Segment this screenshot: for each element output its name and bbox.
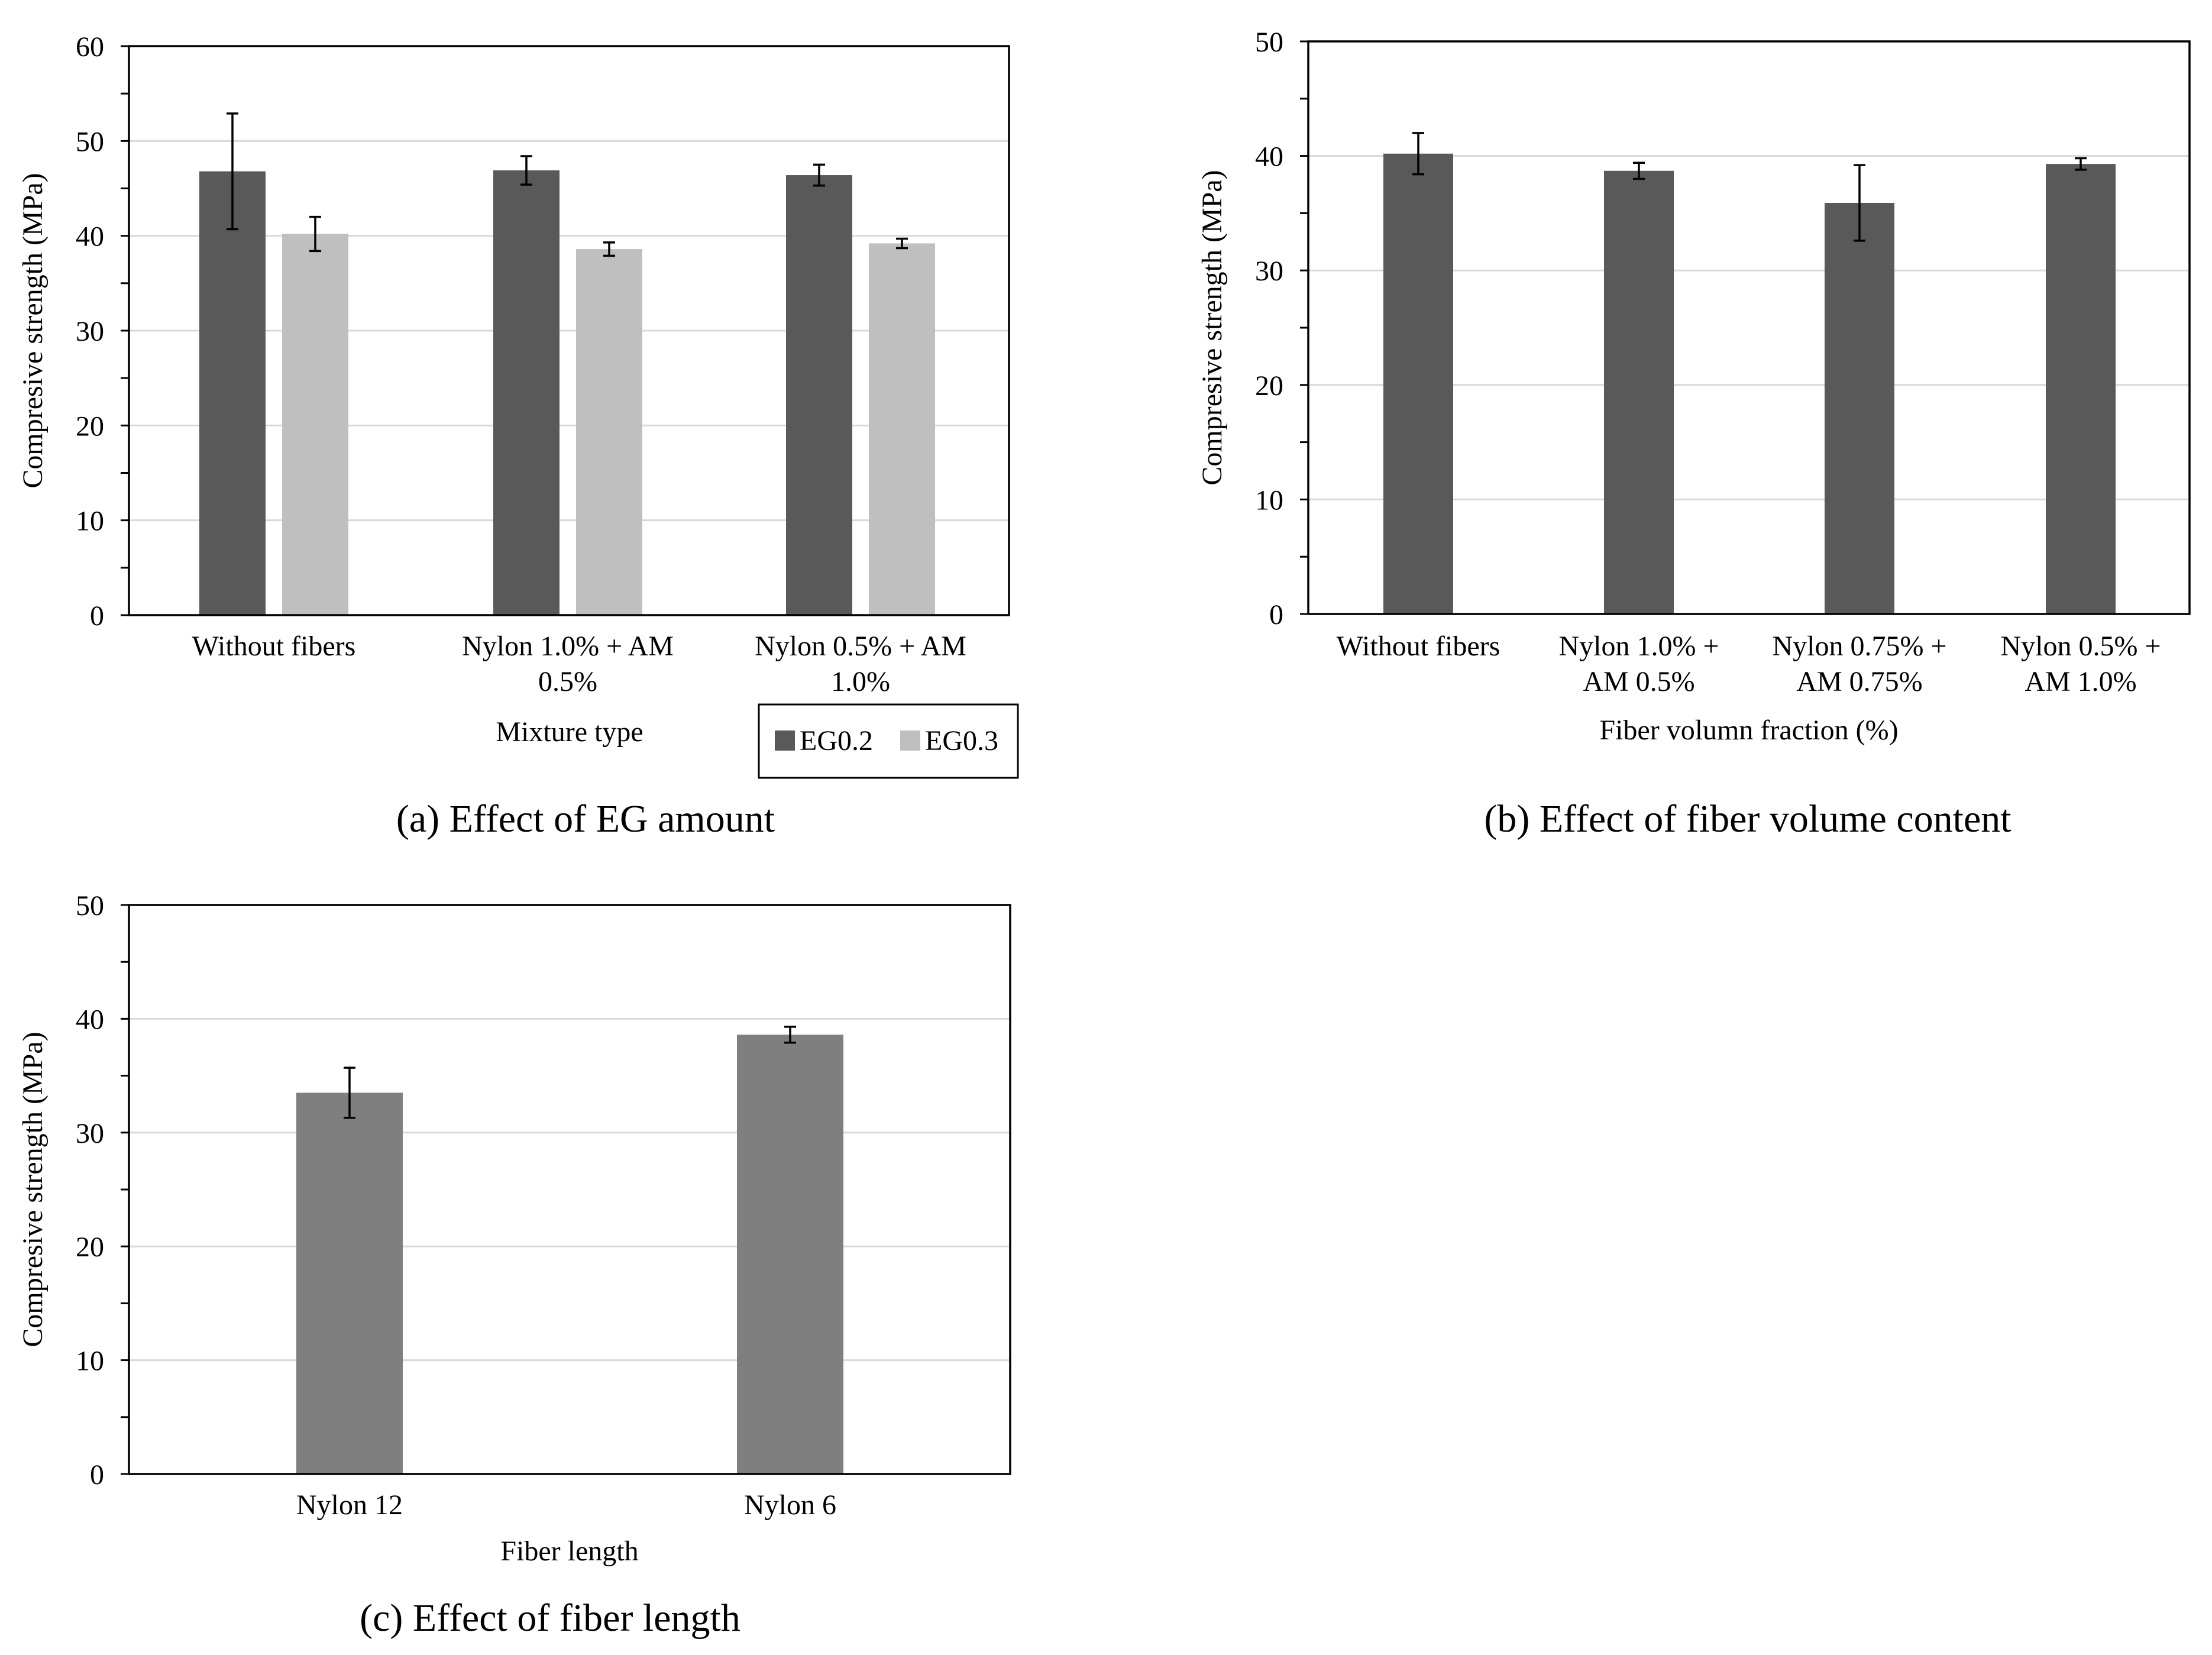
panel-c-effect-of-fiber-length: 0 10 20 30 40 50 Nylon 12 Nylon 6 Compresive s… bbox=[17, 890, 1011, 1640]
error-bar bbox=[603, 241, 615, 257]
panel-b-category-labels: Without fibers Nylon 1.0% + AM 0.5% Nylon 0… bbox=[1337, 631, 2161, 697]
y-tick-label: 40 bbox=[76, 1004, 104, 1035]
y-tick-label: 50 bbox=[76, 890, 104, 922]
bar bbox=[1383, 153, 1453, 614]
panel-c-bars bbox=[296, 1035, 843, 1474]
bar bbox=[1825, 202, 1894, 614]
panel-a-minor-ticks bbox=[121, 45, 129, 616]
bar bbox=[199, 171, 266, 615]
panel-a-error-bars bbox=[227, 112, 908, 257]
error-bar bbox=[1412, 132, 1424, 176]
error-bar bbox=[1633, 161, 1645, 180]
x-category-label: AM 0.5% bbox=[1583, 666, 1694, 697]
x-category-label: Nylon 0.5% + bbox=[2000, 631, 2161, 662]
y-tick-label: 20 bbox=[76, 410, 104, 442]
panel-a-y-axis-label: Compresive strength (MPa) bbox=[17, 173, 48, 488]
bar bbox=[296, 1092, 403, 1474]
y-tick-label: 10 bbox=[76, 1346, 104, 1377]
bar bbox=[737, 1035, 843, 1474]
y-tick-label: 50 bbox=[1255, 27, 1283, 58]
y-tick-label: 20 bbox=[76, 1231, 104, 1263]
error-bar bbox=[896, 237, 908, 250]
error-bar bbox=[784, 1026, 796, 1044]
y-tick-label: 10 bbox=[1255, 484, 1283, 516]
x-category-label: 1.0% bbox=[831, 666, 890, 697]
error-bar bbox=[227, 112, 238, 231]
bar bbox=[2046, 164, 2116, 615]
y-tick-label: 40 bbox=[76, 221, 104, 253]
x-category-label: Without fibers bbox=[192, 631, 356, 662]
panel-b-error-bars bbox=[1412, 132, 2087, 242]
y-tick-label: 0 bbox=[1269, 599, 1283, 631]
panel-a-x-axis-label: Mixture type bbox=[496, 716, 643, 748]
panel-c-minor-ticks bbox=[121, 904, 129, 1475]
legend-box bbox=[758, 703, 1019, 779]
x-category-label: 0.5% bbox=[538, 666, 597, 697]
x-category-label: Nylon 1.0% + bbox=[1558, 631, 1719, 662]
panel-a-y-tick-labels: 0 10 20 30 40 50 60 bbox=[76, 31, 104, 632]
x-category-label: AM 1.0% bbox=[2025, 666, 2136, 697]
error-bar bbox=[344, 1066, 355, 1119]
error-bar bbox=[520, 155, 532, 186]
legend-swatch-eg03 bbox=[900, 730, 920, 751]
bar bbox=[786, 175, 852, 615]
panel-b-caption: (b) Effect of fiber volume content bbox=[1484, 797, 2011, 841]
panel-a-caption: (a) Effect of EG amount bbox=[396, 797, 775, 841]
panel-b-y-axis-label: Compresive strength (MPa) bbox=[1196, 170, 1228, 485]
error-bar bbox=[1854, 164, 1865, 242]
y-tick-label: 0 bbox=[90, 1459, 104, 1491]
panel-b-y-tick-labels: 0 10 20 30 40 50 bbox=[1255, 27, 1283, 631]
legend-label-eg03: EG0.3 bbox=[925, 725, 998, 757]
error-bar bbox=[309, 215, 321, 253]
y-tick-label: 30 bbox=[76, 316, 104, 347]
panel-c-y-axis-label: Compresive strength (MPa) bbox=[17, 1032, 48, 1347]
y-tick-label: 30 bbox=[76, 1118, 104, 1149]
panel-a-bars bbox=[199, 170, 935, 616]
y-tick-label: 40 bbox=[1255, 141, 1283, 173]
error-bar bbox=[813, 163, 825, 187]
bar bbox=[576, 249, 642, 615]
x-category-label: Nylon 0.75% + bbox=[1772, 631, 1946, 662]
bar bbox=[282, 234, 348, 616]
x-category-label: AM 0.75% bbox=[1796, 666, 1922, 697]
panel-b-minor-ticks bbox=[1300, 40, 1308, 615]
legend-swatch-eg02 bbox=[775, 730, 795, 751]
panel-c-plot-frame bbox=[128, 904, 1011, 1475]
y-tick-label: 0 bbox=[90, 600, 104, 632]
panel-b-bars bbox=[1383, 153, 2116, 615]
y-tick-label: 50 bbox=[76, 126, 104, 157]
x-category-label: Nylon 1.0% + AM bbox=[462, 631, 674, 662]
x-category-label: Nylon 6 bbox=[744, 1489, 836, 1521]
panel-c-error-bars bbox=[344, 1026, 796, 1119]
y-tick-label: 10 bbox=[76, 506, 104, 537]
error-bar bbox=[2075, 157, 2087, 171]
legend-label-eg02: EG0.2 bbox=[800, 725, 873, 757]
panel-a-category-labels: Without fibers Nylon 1.0% + AM 0.5% Nylon 0… bbox=[192, 631, 966, 697]
bar bbox=[869, 243, 935, 615]
panel-c-gridlines bbox=[129, 904, 1010, 1362]
panel-c-x-axis-label: Fiber length bbox=[500, 1536, 638, 1567]
x-category-label: Without fibers bbox=[1337, 631, 1500, 662]
x-category-label: Nylon 12 bbox=[296, 1489, 403, 1521]
panel-b-effect-of-fiber-volume-content: 0 10 20 30 40 50 Without fibers Nylon 1.0% + AM… bbox=[1196, 27, 2191, 841]
panel-c-caption: (c) Effect of fiber length bbox=[360, 1596, 740, 1640]
y-tick-label: 20 bbox=[1255, 370, 1283, 402]
panel-c-category-labels: Nylon 12 Nylon 6 bbox=[296, 1489, 836, 1521]
panel-c-y-tick-labels: 0 10 20 30 40 50 bbox=[76, 890, 104, 1491]
bar bbox=[1604, 170, 1674, 614]
panel-b-x-axis-label: Fiber volumn fraction (%) bbox=[1599, 715, 1898, 746]
bar bbox=[493, 170, 560, 616]
y-tick-label: 60 bbox=[76, 31, 104, 63]
panel-a-effect-of-eg-amount: 0 10 20 30 40 50 60 Without fibers Nylon 1.0% +… bbox=[17, 31, 1019, 841]
y-tick-label: 30 bbox=[1255, 256, 1283, 287]
x-category-label: Nylon 0.5% + AM bbox=[755, 631, 966, 662]
panel-a-legend: EG0.2 EG0.3 bbox=[758, 703, 1019, 779]
